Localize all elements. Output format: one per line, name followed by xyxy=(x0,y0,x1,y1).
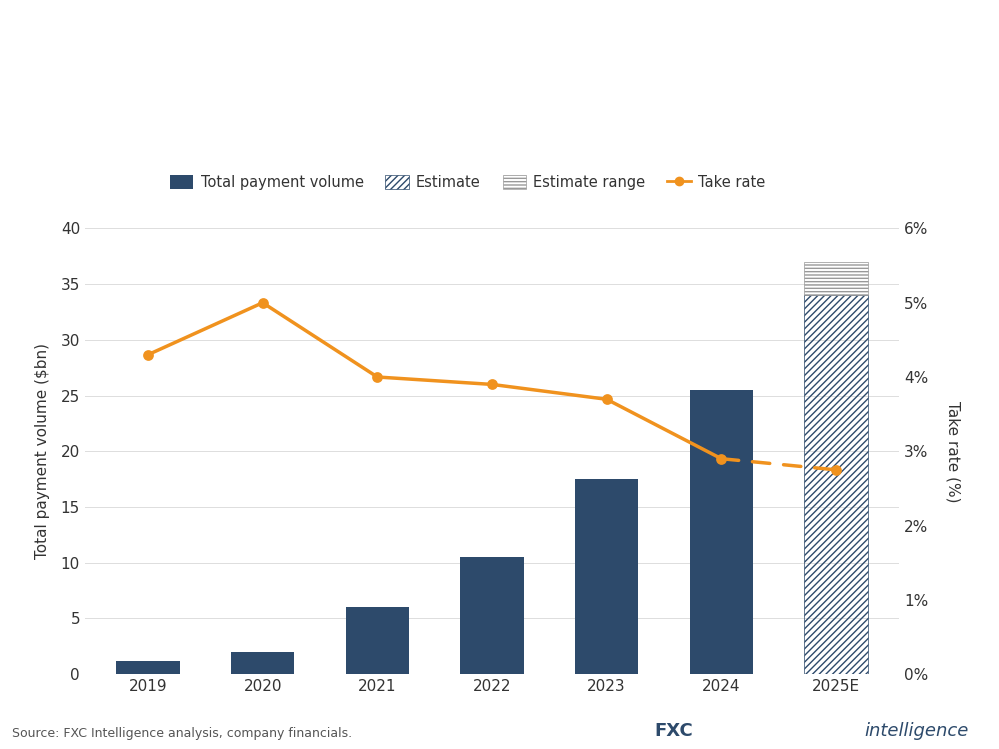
Y-axis label: Total payment volume ($bn): Total payment volume ($bn) xyxy=(35,343,50,560)
Bar xyxy=(346,607,409,674)
Text: intelligence: intelligence xyxy=(865,722,969,740)
Point xyxy=(370,371,386,383)
Point xyxy=(598,393,614,405)
Bar xyxy=(804,262,867,295)
Point xyxy=(485,378,500,390)
Point xyxy=(140,349,156,361)
Point xyxy=(828,464,844,476)
Y-axis label: Take rate (%): Take rate (%) xyxy=(945,401,960,502)
Bar xyxy=(461,557,523,674)
Text: FXC: FXC xyxy=(654,722,693,740)
Text: dLocal total payment volume and take rate, 2019-2024 and 2025E: dLocal total payment volume and take rat… xyxy=(15,92,617,110)
Bar xyxy=(690,390,753,674)
Text: dLocal volumes rise, take rate dips in 2024: dLocal volumes rise, take rate dips in 2… xyxy=(15,37,755,66)
Point xyxy=(255,297,271,309)
Bar xyxy=(117,661,180,674)
Text: Source: FXC Intelligence analysis, company financials.: Source: FXC Intelligence analysis, compa… xyxy=(12,727,352,740)
Point xyxy=(713,452,729,464)
Bar xyxy=(804,295,867,674)
Legend: Total payment volume, Estimate, Estimate range, Take rate: Total payment volume, Estimate, Estimate… xyxy=(164,169,771,195)
Bar xyxy=(231,652,294,674)
Bar xyxy=(575,479,638,674)
